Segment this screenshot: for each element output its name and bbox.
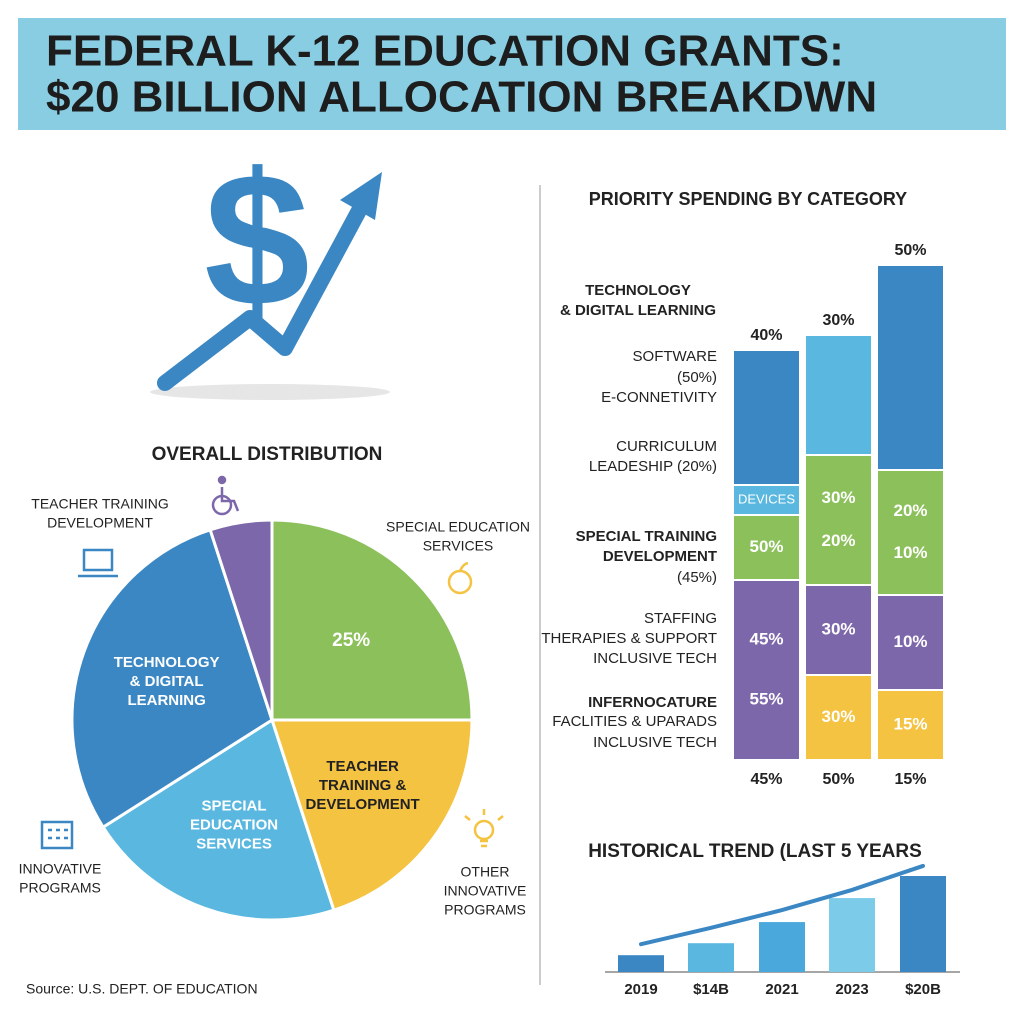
segment-label: 10%: [893, 543, 927, 562]
x-tick-label: 2023: [835, 981, 868, 998]
row-label: DEVELOPMENT: [603, 548, 717, 565]
bar: [759, 922, 805, 972]
segment-label: 55%: [749, 689, 783, 708]
slice-label: LEARNING: [127, 692, 205, 709]
row-label: CURRICULUM: [616, 438, 717, 455]
icon-label: PROGRAMS: [444, 902, 526, 918]
row-label: SPECIAL TRAINING: [576, 528, 717, 545]
bar-segment: [804, 454, 873, 586]
bar-segment: [732, 579, 801, 761]
segment-label: 30%: [821, 488, 855, 507]
x-tick-label: 2021: [765, 981, 798, 998]
slice-label: TRAINING &: [319, 777, 407, 794]
row-label: THERAPIES & SUPPORT: [541, 630, 717, 647]
building-icon: [40, 820, 74, 850]
row-label: SOFTWARE: [633, 348, 717, 365]
segment-label: 20%: [893, 501, 927, 520]
source: Source: U.S. DEPT. OF EDUCATION: [26, 981, 258, 997]
row-label: STAFFING: [644, 610, 717, 627]
x-tick-label: 50%: [822, 771, 854, 788]
slice-label: TEACHER: [326, 758, 399, 775]
chart-title: PRIORITY SPENDING BY CATEGORY: [589, 189, 907, 209]
icon-label: INNOVATIVE: [444, 883, 527, 899]
bar-total-label: 30%: [822, 312, 854, 329]
bar-segment: [732, 349, 801, 486]
pie-slice: [208, 518, 274, 721]
row-label: INCLUSIVE TECH: [593, 650, 717, 667]
pie-slice: [101, 717, 336, 922]
bar-segment: [732, 484, 801, 516]
icon-label: TEACHER TRAINING: [31, 496, 168, 512]
laptop-icon: [78, 548, 118, 578]
title-line: $20 BILLION ALLOCATION BREAKDWN: [46, 73, 877, 122]
row-label: LEADESHIP (20%): [589, 458, 717, 475]
pie-slice: [70, 527, 274, 830]
title-line: FEDERAL K-12 EDUCATION GRANTS:: [46, 27, 844, 76]
row-label: (45%): [677, 569, 717, 586]
bar-segment: [876, 264, 945, 471]
bar-segment: [876, 469, 945, 596]
icon-label: INNOVATIVE: [19, 861, 102, 877]
row-label: INFERNOCATURE: [588, 694, 717, 711]
segment-label: 20%: [821, 531, 855, 550]
apple-icon: [447, 561, 473, 595]
row-label: & DIGITAL LEARNING: [560, 302, 716, 319]
segment-label: 30%: [821, 707, 855, 726]
icon-label: OTHER: [461, 864, 510, 880]
icon-label: SERVICES: [423, 538, 494, 554]
title-band: [18, 18, 1006, 130]
slice-value-label: 25%: [332, 630, 370, 651]
slice-label: & DIGITAL: [130, 673, 204, 690]
bar-segment: [876, 689, 945, 761]
x-tick-label: 45%: [750, 771, 782, 788]
chart-title: OVERALL DISTRIBUTION: [152, 444, 383, 465]
segment-label: 30%: [821, 619, 855, 638]
chart-title: HISTORICAL TREND (LAST 5 YEARS: [588, 841, 922, 862]
row-label: (50%): [677, 369, 717, 386]
x-tick-label: 15%: [894, 771, 926, 788]
slice-label: SERVICES: [196, 835, 272, 852]
row-label: FACLITIES & UPARADS: [552, 713, 717, 730]
bar-segment: [804, 334, 873, 456]
wheelchair-icon: [211, 475, 240, 516]
segment-label: 10%: [893, 632, 927, 651]
trend-line: [639, 863, 925, 947]
bar: [900, 876, 946, 972]
icon-label: DEVELOPMENT: [47, 515, 153, 531]
segment-label: 45%: [749, 629, 783, 648]
svg-text:$: $: [204, 134, 310, 346]
row-label: E-CONNETIVITY: [601, 389, 717, 406]
pie-slice: [269, 718, 474, 913]
slice-label: SPECIAL: [202, 797, 267, 814]
icon-label: SPECIAL EDUCATION: [386, 519, 530, 535]
bar-segment: [876, 594, 945, 691]
bar-total-label: 50%: [894, 242, 926, 259]
slice-label: EDUCATION: [190, 816, 278, 833]
slice-label: DEVELOPMENT: [306, 796, 420, 813]
segment-label: 15%: [893, 714, 927, 733]
icon-label: PROGRAMS: [19, 880, 101, 896]
slice-label: TECHNOLOGY: [114, 654, 220, 671]
segment-label: DEVICES: [738, 491, 795, 506]
x-tick-label: $14B: [693, 981, 729, 998]
bar: [618, 955, 664, 972]
pie-slice: [270, 518, 474, 722]
segment-label: 50%: [749, 537, 783, 556]
bar: [688, 943, 734, 972]
dollar-icon: $: [150, 134, 390, 400]
bar-total-label: 40%: [750, 327, 782, 344]
row-label: TECHNOLOGY: [585, 282, 691, 299]
x-tick-label: 2019: [624, 981, 657, 998]
bar: [829, 898, 875, 972]
bulb-icon: [464, 809, 504, 848]
row-label: INCLUSIVE TECH: [593, 734, 717, 751]
x-tick-label: $20B: [905, 981, 941, 998]
